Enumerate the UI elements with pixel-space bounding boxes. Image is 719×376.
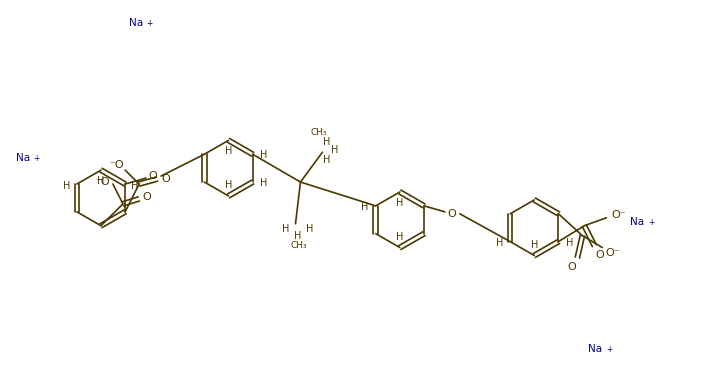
Text: ⁻O: ⁻O (109, 160, 124, 170)
Text: H: H (63, 181, 70, 191)
Text: CH₃: CH₃ (310, 128, 326, 137)
Text: +: + (33, 154, 40, 163)
Text: H: H (294, 230, 301, 241)
Text: H: H (566, 238, 573, 247)
Text: H: H (396, 198, 403, 208)
Text: O: O (162, 174, 170, 184)
Text: H: H (495, 238, 503, 247)
Text: H: H (323, 137, 330, 147)
Text: O: O (595, 250, 604, 261)
Text: H: H (225, 180, 232, 190)
Text: H: H (531, 240, 538, 250)
Text: Na: Na (17, 153, 30, 163)
Text: O: O (447, 209, 457, 219)
Text: H: H (260, 150, 267, 160)
Text: H: H (306, 224, 313, 234)
Text: H: H (323, 155, 330, 165)
Text: H: H (396, 232, 403, 242)
Text: H: H (225, 146, 232, 156)
Text: H: H (97, 176, 105, 186)
Text: O⁻: O⁻ (611, 210, 626, 220)
Text: Na: Na (129, 18, 143, 28)
Text: H: H (282, 224, 289, 234)
Text: ⁻O: ⁻O (96, 177, 110, 187)
Text: O⁻: O⁻ (605, 247, 620, 258)
Text: +: + (606, 345, 613, 354)
Text: H: H (260, 178, 267, 188)
Text: H: H (331, 145, 338, 155)
Text: H: H (361, 202, 368, 212)
Text: +: + (146, 19, 152, 28)
Text: H: H (132, 181, 139, 191)
Text: O: O (567, 262, 576, 272)
Text: CH₃: CH₃ (290, 241, 307, 250)
Text: Na: Na (588, 344, 602, 354)
Text: O: O (142, 192, 151, 202)
Text: O: O (149, 171, 157, 181)
Text: +: + (648, 218, 654, 227)
Text: Na: Na (630, 217, 644, 227)
